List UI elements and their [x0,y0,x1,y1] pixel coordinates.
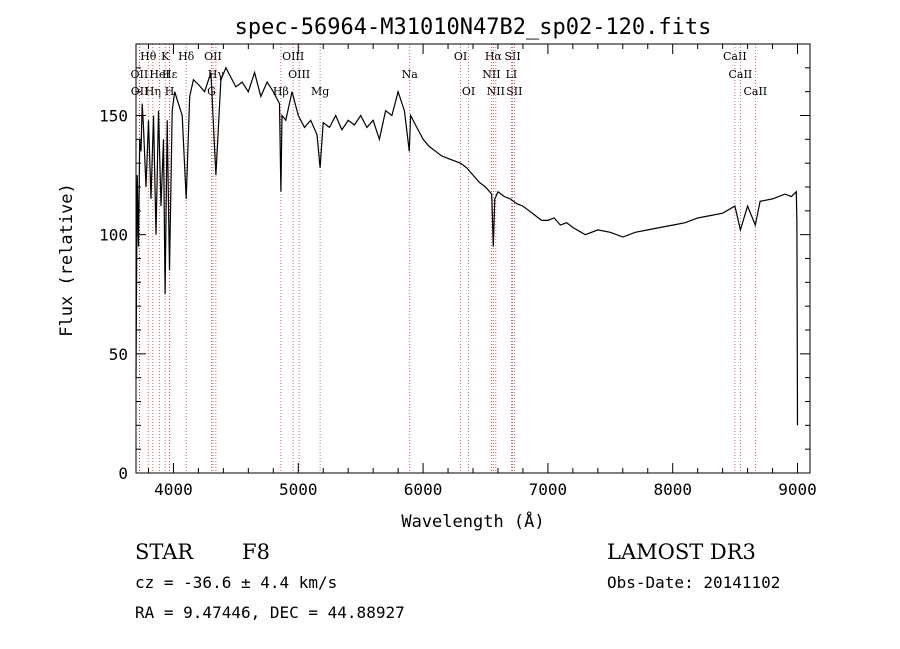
y-tick-label: 0 [118,464,128,483]
spectral-line-label: Hα [485,50,503,63]
spectral-line-label: Hθ [140,50,157,63]
spectral-line-label: OI [454,50,467,63]
spectral-line-label: CaII [723,50,747,63]
survey-name: LAMOST DR3 [607,540,756,564]
spectral-line-label: Hδ [178,50,195,63]
x-tick-label: 9000 [778,480,817,499]
spectral-line-label: Hε [162,68,178,81]
x-axis-label: Wavelength (Å) [401,510,544,532]
spectral-line-label: Hη [145,85,161,98]
axis-ticks: 4000 5000 6000 7000 8000 9000 0 50 100 150 [99,43,817,499]
spectrum-line [135,66,799,426]
y-axis-label: Flux (relative) [57,183,77,337]
redshift-velocity: cz = -36.6 ± 4.4 km/s [135,573,338,592]
spectral-line-label: CaII [743,85,767,98]
coordinates: RA = 9.47446, DEC = 44.88927 [135,603,405,622]
spectral-line-label: K [161,50,170,63]
object-subclass: F8 [242,540,270,564]
plot-frame [135,43,811,474]
spectral-line-label: SII [504,50,520,63]
spectral-line-label: SII [506,85,522,98]
y-tick-label: 50 [109,345,128,364]
y-tick-label: 100 [99,226,128,245]
spectral-line-label: H [165,85,175,98]
chart-title: spec-56964-M31010N47B2_sp02-120.fits [235,15,712,40]
observation-date: Obs-Date: 20141102 [607,573,781,592]
x-tick-label: 6000 [404,480,443,499]
spectral-line-label: Mg [311,85,329,98]
spectral-line-label: CaII [729,68,753,81]
spectral-line-label: OIII [288,68,310,81]
spectral-line-label: HeI [149,68,169,81]
y-tick-label: 150 [99,107,128,126]
spectral-line-label: OII [204,50,222,63]
spectral-line-label: NII [487,85,505,98]
spectral-line-label: OI [462,85,475,98]
x-tick-label: 7000 [529,480,568,499]
spectral-line-label: Hγ [208,68,225,81]
spectral-line-label: NII [482,68,500,81]
spectral-line-label: OIII [282,50,304,63]
object-class: STAR [135,540,194,564]
spectral-line-label: Na [402,68,419,81]
x-tick-label: 4000 [154,480,193,499]
spectral-line-label: Hβ [273,85,289,98]
spectral-line-label: LI [506,68,518,81]
x-tick-label: 5000 [279,480,318,499]
x-tick-label: 8000 [653,480,692,499]
